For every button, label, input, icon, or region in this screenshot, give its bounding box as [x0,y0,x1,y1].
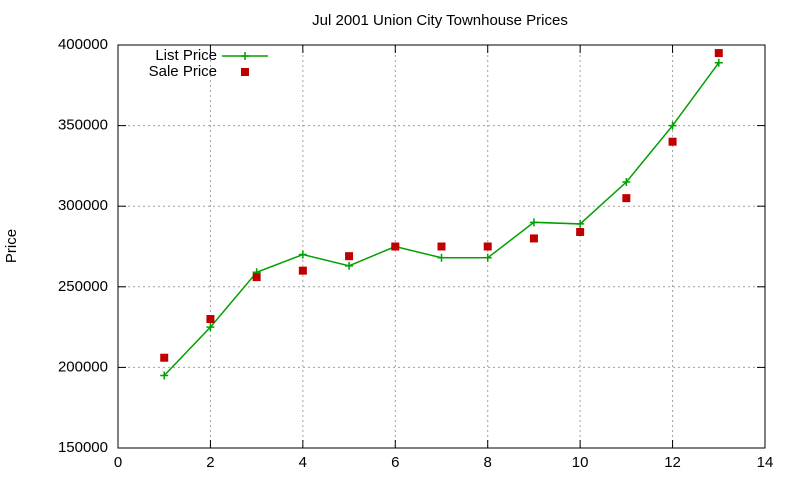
legend-label: List Price [155,47,217,64]
data-point [160,371,169,380]
y-tick-label: 300000 [58,197,108,214]
data-point [252,273,261,282]
data-point [622,194,631,203]
data-point [714,49,723,58]
data-point [391,242,400,251]
legend-marker [241,52,249,60]
chart-title: Jul 2001 Union City Townhouse Prices [312,12,568,29]
data-point [345,261,354,270]
legend-marker [241,68,249,76]
data-point [483,253,492,262]
data-point [206,323,215,332]
y-tick-label: 400000 [58,36,108,53]
x-tick-label: 8 [484,454,492,471]
y-tick-label: 250000 [58,278,108,295]
data-point [437,242,446,251]
y-axis-label: Price [3,229,20,263]
data-point [298,266,307,275]
plot-border [117,44,766,449]
data-point [714,58,723,67]
data-point [668,121,677,130]
data-point [576,227,585,236]
data-point [668,137,677,146]
data-point [529,218,538,227]
series-line [163,62,720,376]
data-point [483,242,492,251]
x-tick-label: 6 [391,454,399,471]
data-point [345,252,354,261]
data-point [576,219,585,228]
data-point [298,250,307,259]
y-tick-label: 200000 [58,358,108,375]
x-tick-label: 10 [572,454,589,471]
data-point [160,353,169,362]
x-tick-label: 0 [114,454,122,471]
y-tick-label: 150000 [58,439,108,456]
data-point [622,178,631,187]
x-tick-label: 2 [206,454,214,471]
x-tick-label: 12 [664,454,681,471]
data-point [206,315,215,324]
x-tick-label: 4 [299,454,307,471]
legend-label: Sale Price [149,63,217,80]
data-point [529,234,538,243]
x-tick-label: 14 [757,454,774,471]
data-point [437,253,446,262]
y-tick-label: 350000 [58,117,108,134]
